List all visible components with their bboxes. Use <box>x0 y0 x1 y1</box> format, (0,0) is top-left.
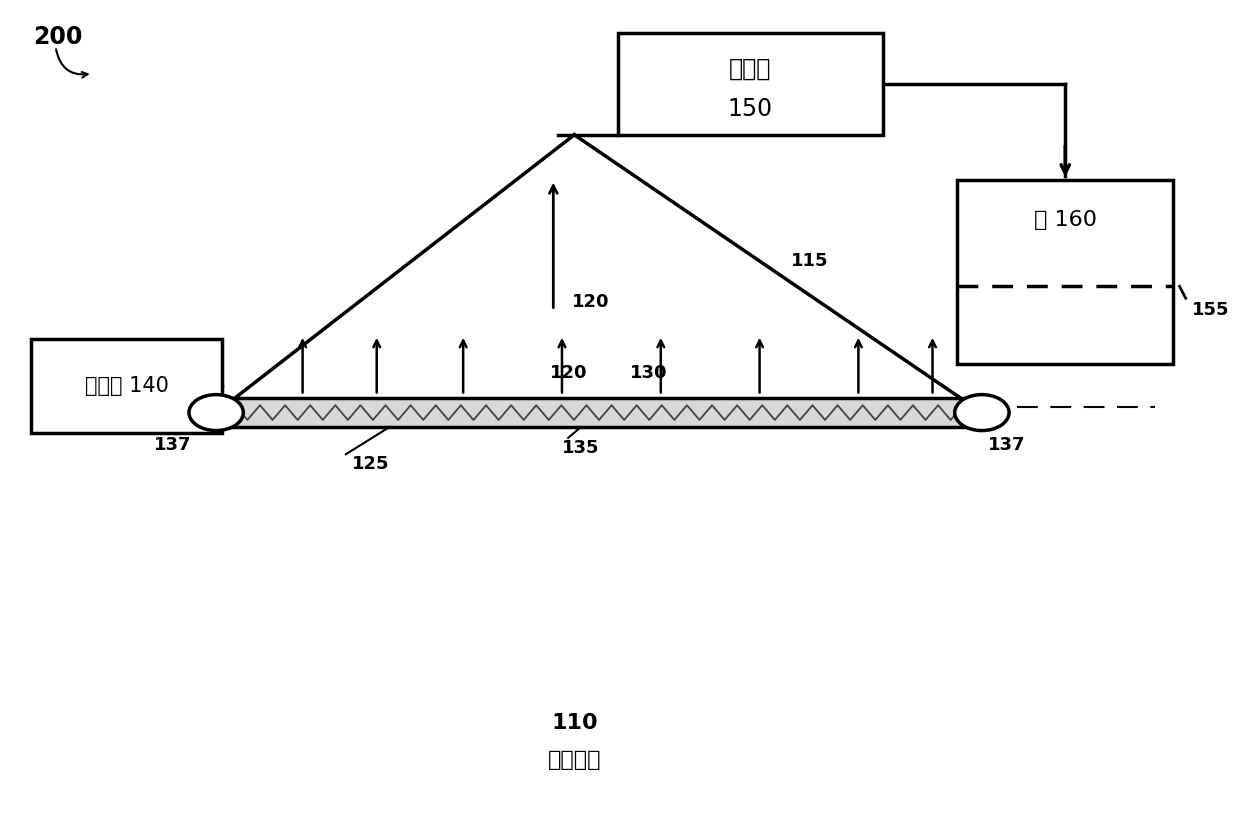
Bar <box>216 398 983 427</box>
Text: 135: 135 <box>563 439 600 457</box>
Text: 137: 137 <box>155 436 192 454</box>
Circle shape <box>190 395 243 431</box>
Bar <box>31 339 222 433</box>
Text: 200: 200 <box>33 25 83 49</box>
Text: 110: 110 <box>551 713 597 733</box>
Text: 115: 115 <box>790 252 828 270</box>
Bar <box>617 33 883 135</box>
Text: 罐 160: 罐 160 <box>1033 210 1097 230</box>
Text: 125: 125 <box>352 455 389 473</box>
Text: 加热源 140: 加热源 140 <box>84 376 169 396</box>
Text: 120: 120 <box>550 364 587 382</box>
Text: 冷凝器: 冷凝器 <box>729 56 772 80</box>
Text: 137: 137 <box>987 436 1026 454</box>
Text: 130: 130 <box>629 364 668 382</box>
Bar <box>958 180 1173 364</box>
Text: 120: 120 <box>572 293 610 311</box>
Circle shape <box>955 395 1009 431</box>
Text: 155: 155 <box>1192 301 1229 319</box>
Text: 150: 150 <box>727 97 773 121</box>
Text: （海水）: （海水） <box>548 750 601 770</box>
